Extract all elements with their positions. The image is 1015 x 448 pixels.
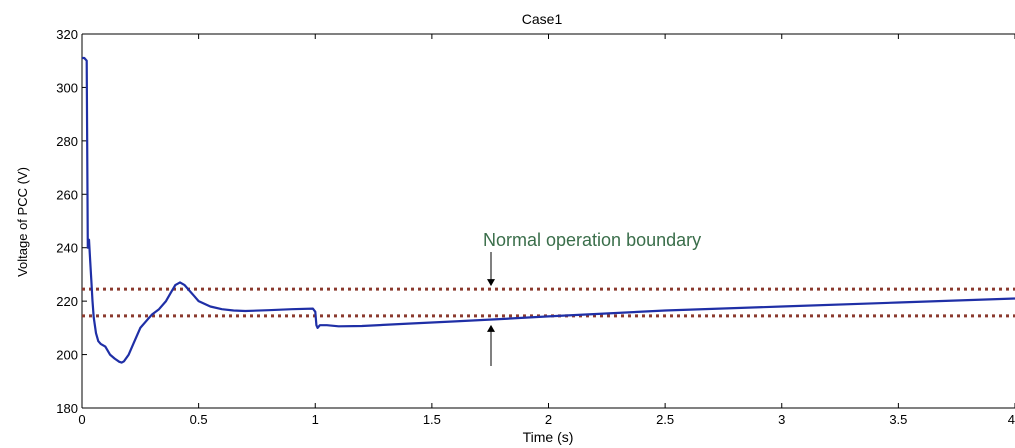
y-tick-label: 260 [56,187,78,202]
data-series [82,56,1015,364]
y-axis-label: Voltage of PCC (V) [15,167,30,277]
voltage-series-line [82,56,1015,364]
arrow-down-head [487,279,495,287]
x-tick-label: 2.5 [656,412,674,427]
y-tick-label: 200 [56,348,78,363]
y-tick-label: 240 [56,241,78,256]
x-axis-label: Time (s) [523,429,574,445]
y-tick-label: 300 [56,80,78,95]
y-tick-label: 280 [56,134,78,149]
x-tick-label: 1 [312,412,319,427]
y-tick-label: 320 [56,27,78,42]
x-tick-label: 3 [778,412,785,427]
x-tick-label: 3.5 [889,412,907,427]
axes [81,33,1015,409]
x-tick-label: 2 [545,412,552,427]
x-tick-label: 1.5 [423,412,441,427]
y-tick-label: 220 [56,294,78,309]
tick-labels: 0 0.5 1 1.5 2 2.5 3 3.5 4 180 200 220 240 260 280 300 32… [56,27,1015,427]
x-tick-label: 0 [78,412,85,427]
reference-lines [82,287,1015,318]
y-tick-label: 180 [56,401,78,416]
x-tick-label: 4 [1008,412,1015,427]
annotation-arrows [487,252,495,366]
x-tick-label: 0.5 [190,412,208,427]
boundary-annotation: Normal operation boundary [483,230,701,250]
arrow-up-head [487,324,495,332]
chart-title: Case1 [522,11,563,27]
